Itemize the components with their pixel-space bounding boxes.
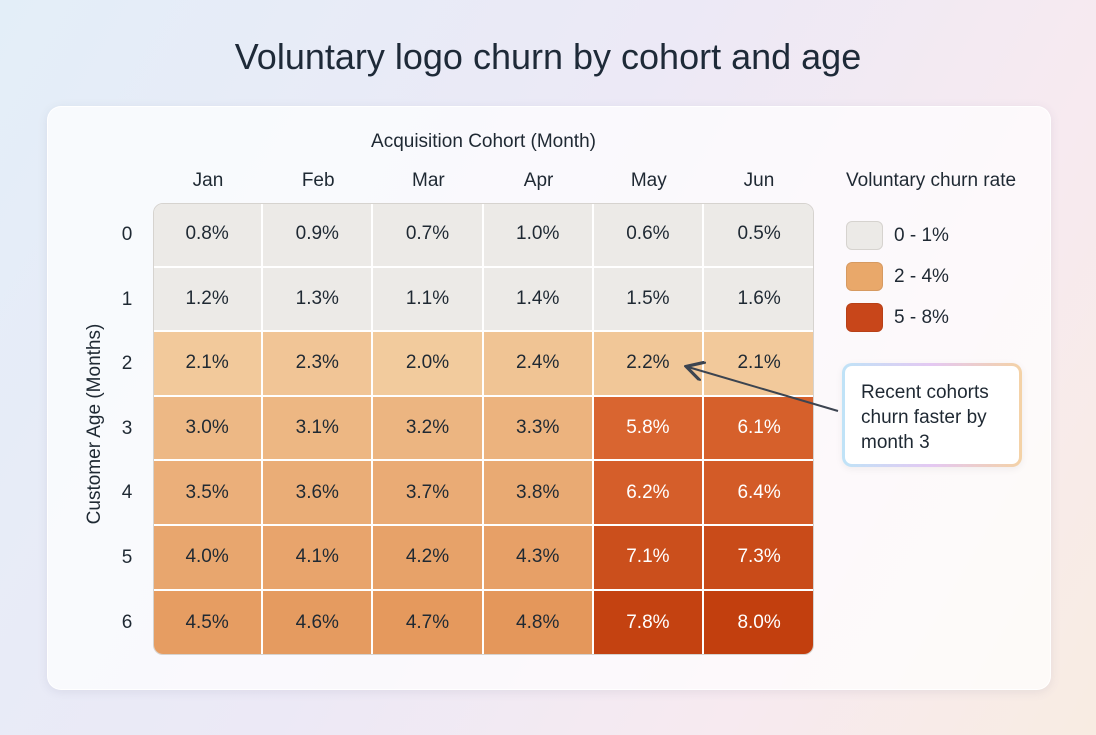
heatmap-cell: 3.0% bbox=[154, 396, 264, 462]
legend-label: 2 - 4% bbox=[894, 266, 949, 287]
heatmap-cell: 5.8% bbox=[593, 396, 704, 462]
annotation-callout: Recent cohorts churn faster by month 3 bbox=[842, 363, 1022, 467]
column-header: Jan bbox=[192, 170, 224, 191]
column-header: May bbox=[630, 170, 667, 191]
heatmap-cell: 1.5% bbox=[593, 267, 704, 333]
legend-swatch bbox=[846, 262, 883, 291]
heatmap-cell: 2.0% bbox=[373, 332, 484, 397]
heatmap-cell: 2.4% bbox=[483, 332, 594, 397]
heatmap-cell: 3.2% bbox=[373, 396, 484, 462]
heatmap-cell: 4.3% bbox=[483, 526, 594, 591]
column-header: Apr bbox=[523, 170, 554, 191]
heatmap-cell: 3.8% bbox=[483, 461, 594, 526]
arrow-line bbox=[688, 367, 839, 412]
heatmap-cell: 2.1% bbox=[704, 332, 813, 397]
heatmap-cell: 8.0% bbox=[704, 590, 813, 654]
heatmap-cell: 3.3% bbox=[483, 396, 594, 462]
row-header: 5 bbox=[121, 547, 133, 568]
heatmap-cell: 7.8% bbox=[593, 590, 704, 654]
heatmap-cell: 4.1% bbox=[263, 526, 374, 591]
legend-label: 0 - 1% bbox=[894, 225, 949, 246]
heatmap-cell: 1.2% bbox=[154, 267, 264, 333]
heatmap-cell: 0.5% bbox=[704, 204, 813, 268]
heatmap-cell: 4.2% bbox=[373, 526, 484, 591]
chart-title: Voluntary logo churn by cohort and age bbox=[234, 36, 862, 77]
heatmap-cell: 1.6% bbox=[704, 267, 813, 333]
heatmap-cell: 1.1% bbox=[373, 267, 484, 333]
legend-swatch bbox=[846, 303, 883, 332]
legend-swatch bbox=[846, 221, 883, 250]
row-header: 1 bbox=[121, 288, 133, 310]
heatmap-cell: 2.3% bbox=[263, 332, 374, 397]
heatmap-cell: 4.5% bbox=[154, 590, 264, 654]
heatmap-cell: 6.2% bbox=[593, 461, 704, 526]
heatmap-cell: 0.6% bbox=[593, 204, 704, 268]
heatmap-cell: 6.1% bbox=[704, 396, 813, 462]
heatmap-grid: 0.8% 0.9% 0.7% 1.0% 0.6% 0.5% 1.2% 1.3% 1.1% 1.4%… bbox=[153, 203, 814, 655]
row-header: 4 bbox=[121, 482, 133, 504]
heatmap-cell: 3.6% bbox=[263, 461, 374, 526]
heatmap-cell: 7.1% bbox=[593, 526, 704, 591]
row-header: 6 bbox=[121, 611, 133, 633]
column-header: Jun bbox=[743, 170, 775, 191]
legend-title: Voluntary churn rate bbox=[846, 170, 1017, 191]
heatmap-cell: 7.3% bbox=[704, 526, 813, 591]
row-header: 3 bbox=[121, 417, 133, 439]
heatmap-cell: 4.8% bbox=[483, 590, 594, 654]
heatmap-cell: 6.4% bbox=[704, 461, 813, 526]
heatmap-cell: 3.7% bbox=[373, 461, 484, 526]
heatmap-cell: 3.5% bbox=[154, 461, 264, 526]
heatmap-cell: 3.1% bbox=[263, 396, 374, 462]
heatmap-cell: 4.7% bbox=[373, 590, 484, 654]
heatmap-cell: 1.4% bbox=[483, 267, 594, 333]
column-header: Mar bbox=[412, 170, 445, 191]
heatmap-cell: 1.0% bbox=[483, 204, 594, 268]
heatmap-cell: 0.8% bbox=[154, 204, 264, 268]
heatmap-cell: 4.6% bbox=[263, 590, 374, 654]
legend-label: 5 - 8% bbox=[894, 307, 949, 328]
heatmap-cell: 0.7% bbox=[373, 204, 484, 268]
row-header: 2 bbox=[121, 353, 133, 375]
heatmap-cell: 2.1% bbox=[154, 332, 264, 397]
heatmap-cell: 4.0% bbox=[154, 526, 264, 591]
x-axis-title: Acquisition Cohort (Month) bbox=[371, 131, 596, 152]
heatmap-cell: 0.9% bbox=[263, 204, 374, 268]
row-header: 0 bbox=[121, 224, 133, 245]
column-header: Feb bbox=[301, 170, 335, 191]
heatmap-cell: 1.3% bbox=[263, 267, 374, 333]
